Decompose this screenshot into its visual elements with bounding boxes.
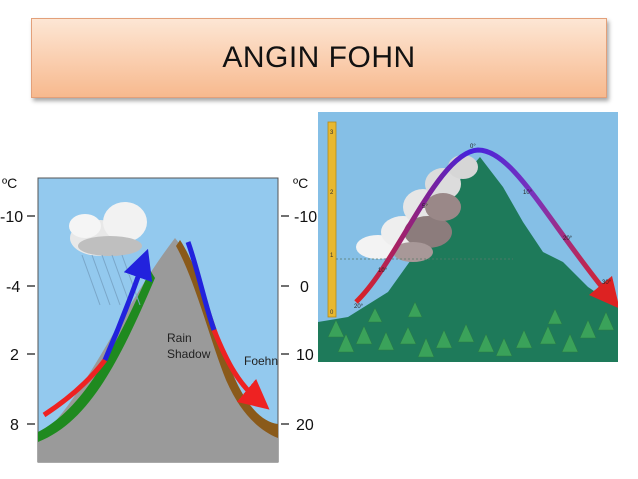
slide-title: ANGIN FOHN bbox=[222, 41, 416, 74]
rain-lines-icon bbox=[81, 254, 141, 306]
trees-icon bbox=[327, 301, 615, 358]
right-unit-label: ºC bbox=[293, 175, 308, 191]
right-scale-1: -10 bbox=[294, 209, 317, 226]
temp-upper-right: 10° bbox=[523, 190, 533, 196]
right-diagram-svg: 3 2 1 0 20° 10° 5° 0° 10° 20° 30° bbox=[318, 112, 620, 362]
fog-cloud-icon bbox=[356, 155, 478, 262]
temp-mid-left: 5° bbox=[422, 204, 428, 210]
mountain-shape-right bbox=[318, 157, 618, 362]
foehn-diagram-left: Rain Shadow Foehn ºC -10 -4 2 8 ºC -10 0… bbox=[0, 160, 330, 470]
temp-base-left: 20° bbox=[354, 304, 364, 310]
right-scale-4: 20 bbox=[296, 417, 314, 434]
temp-mid-right: 20° bbox=[563, 236, 573, 242]
rain-shadow-label-2: Shadow bbox=[167, 347, 211, 361]
rain-shadow-label-1: Rain bbox=[167, 331, 192, 345]
left-scale-ticks bbox=[27, 215, 35, 425]
left-scale-2: -4 bbox=[6, 279, 20, 296]
height-ruler bbox=[327, 121, 337, 318]
left-scale-3: 2 bbox=[10, 347, 19, 364]
left-diagram-svg: Rain Shadow Foehn ºC -10 -4 2 8 ºC -10 0… bbox=[0, 175, 317, 463]
right-scale-ticks bbox=[281, 215, 289, 425]
right-scale-3: 10 bbox=[296, 347, 314, 364]
ruler-label-3: 3 bbox=[330, 130, 334, 136]
descending-cool-arrow bbox=[185, 241, 217, 331]
foehn-label: Foehn bbox=[244, 354, 278, 368]
left-scale-4: 8 bbox=[10, 417, 19, 434]
foehn-diagram-right: 3 2 1 0 20° 10° 5° 0° 10° 20° 30° bbox=[318, 112, 620, 362]
temp-lower-left: 10° bbox=[378, 268, 388, 274]
left-scale-1: -10 bbox=[0, 209, 23, 226]
title-banner: ANGIN FOHN bbox=[31, 18, 607, 98]
temp-summit: 0° bbox=[470, 144, 476, 150]
left-unit-label: ºC bbox=[2, 175, 17, 191]
windward-slope bbox=[38, 270, 155, 442]
rising-warm-arrow bbox=[42, 358, 107, 418]
temp-base-right: 30° bbox=[602, 280, 612, 286]
air-flow-arrow bbox=[354, 147, 620, 309]
ruler-label-2: 2 bbox=[330, 190, 334, 196]
mountain-shape bbox=[38, 238, 278, 462]
ruler-label-0: 0 bbox=[330, 310, 334, 316]
rising-cool-arrow bbox=[102, 248, 153, 361]
ruler-label-1: 1 bbox=[330, 253, 334, 259]
right-scale-2: 0 bbox=[300, 279, 309, 296]
descending-warm-arrow bbox=[211, 329, 270, 410]
